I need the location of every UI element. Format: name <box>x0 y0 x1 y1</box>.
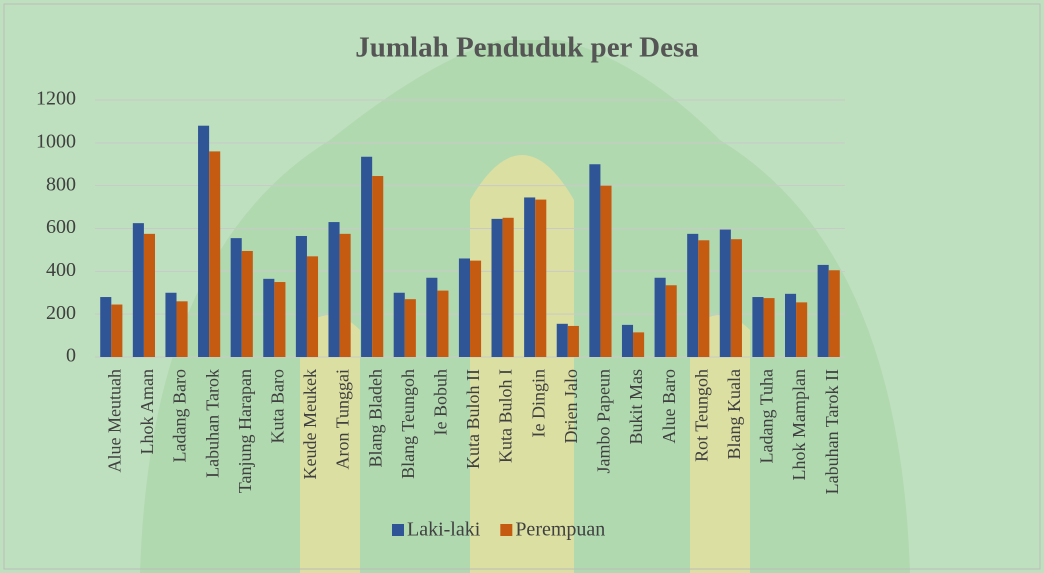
bar <box>165 293 176 357</box>
page: {"chart_data": {"type": "bar", "title": … <box>0 0 1044 573</box>
bar <box>437 291 448 357</box>
bar <box>796 302 807 357</box>
x-tick-label: Aron Tunggai <box>333 369 353 470</box>
x-tick-label: Kuta Buloh II <box>463 369 483 469</box>
bar <box>133 223 144 357</box>
bar <box>600 186 611 357</box>
legend-swatch <box>500 524 512 536</box>
x-tick-label: Blang Kuala <box>724 369 744 459</box>
bar <box>394 293 405 357</box>
bar <box>263 279 274 357</box>
x-tick-label: Tanjung Harapan <box>235 369 255 493</box>
x-tick-label: Rot Teungoh <box>691 369 711 462</box>
y-tick-label: 0 <box>66 345 76 367</box>
bar <box>731 239 742 357</box>
bar <box>785 294 796 357</box>
bar <box>340 234 351 357</box>
x-tick-label: Ladang Baro <box>170 369 190 462</box>
y-tick-label: 1000 <box>36 130 76 152</box>
x-tick-label: Kuta Buloh I <box>496 369 516 463</box>
x-tick-label: Ie Bobuh <box>431 369 451 436</box>
bar <box>524 197 535 357</box>
x-tick-label: Lhok Mamplan <box>789 369 809 480</box>
x-tick-label: Alue Baro <box>659 369 679 443</box>
x-tick-label: Alue Meutuah <box>104 369 124 472</box>
x-tick-label: Kuta Baro <box>267 369 287 443</box>
x-tick-label: Blang Bladeh <box>365 369 385 467</box>
bar <box>720 230 731 357</box>
y-tick-label: 200 <box>46 302 76 324</box>
bar <box>100 297 111 357</box>
bar <box>829 270 840 357</box>
x-tick-label: Bukit Mas <box>626 369 646 445</box>
bar <box>242 251 253 357</box>
bar <box>666 285 677 357</box>
x-tick-label: Jambo Papeun <box>594 369 614 473</box>
bar <box>698 240 709 357</box>
bar <box>405 299 416 357</box>
bar <box>459 258 470 357</box>
bar <box>763 298 774 357</box>
bar <box>361 157 372 357</box>
bar <box>589 164 600 357</box>
y-tick-label: 1200 <box>36 88 76 110</box>
bar <box>209 151 220 357</box>
bar <box>111 305 122 357</box>
x-tick-label: Ladang Tuha <box>757 369 777 464</box>
bar <box>177 301 188 357</box>
bar <box>307 256 318 357</box>
bar <box>818 265 829 357</box>
x-tick-label: Labuhan Tarok <box>202 369 222 478</box>
bar <box>231 238 242 357</box>
bar <box>633 332 644 357</box>
bar <box>655 278 666 357</box>
bar <box>144 234 155 357</box>
bar <box>372 176 383 357</box>
y-tick-label: 400 <box>46 259 76 281</box>
bar <box>535 200 546 357</box>
y-tick-label: 800 <box>46 173 76 195</box>
bar <box>426 278 437 357</box>
bar <box>470 261 481 357</box>
bar <box>198 126 209 357</box>
legend-label: Perempuan <box>515 519 605 541</box>
chart-title: Jumlah Penduduk per Desa <box>355 32 699 64</box>
y-tick-label: 600 <box>46 216 76 238</box>
x-tick-label: Drien Jalo <box>561 369 581 443</box>
bar <box>557 324 568 357</box>
chart: Jumlah Penduduk per Desa 0 200 400 600 800 10… <box>0 0 1044 573</box>
bar <box>568 326 579 357</box>
x-tick-label: Labuhan Tarok II <box>822 369 842 494</box>
bar <box>274 282 285 357</box>
legend-label: Laki-laki <box>407 519 481 541</box>
x-tick-label: Blang Teungoh <box>398 369 418 479</box>
bar <box>503 218 514 357</box>
bar <box>687 234 698 357</box>
bar <box>328 222 339 357</box>
bar <box>296 236 307 357</box>
bar <box>622 325 633 357</box>
x-tick-label: Ie Dingin <box>528 369 548 437</box>
x-tick-label: Lhok Aman <box>137 369 157 455</box>
bar <box>492 219 503 357</box>
legend-swatch <box>392 524 404 536</box>
bar <box>752 297 763 357</box>
watermark <box>470 155 574 573</box>
x-tick-label: Keude Meukek <box>300 369 320 479</box>
